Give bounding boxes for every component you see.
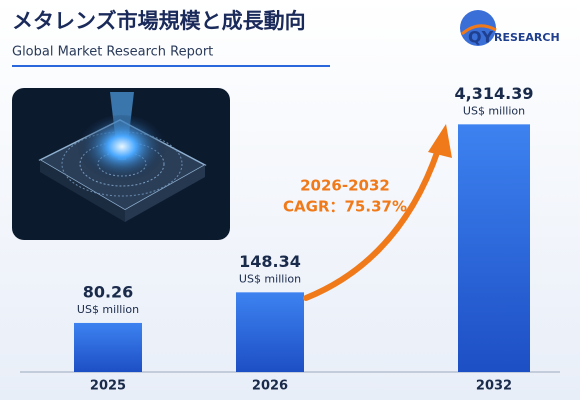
lens-ring bbox=[79, 141, 165, 187]
x-tick-label: 2025 bbox=[90, 379, 126, 394]
lens-edge bbox=[40, 160, 125, 222]
bar bbox=[74, 322, 142, 372]
chart-title: メタレンズ市場規模と成長動向 bbox=[12, 9, 306, 33]
logo-suffix: RESEARCH bbox=[494, 31, 560, 44]
unit-label: US$ million bbox=[463, 104, 525, 117]
annotation-period: 2026-2032 bbox=[300, 177, 390, 195]
logo: QY RESEARCH bbox=[460, 10, 560, 47]
product-image bbox=[12, 88, 230, 240]
value-label: 4,314.39 bbox=[455, 84, 534, 103]
bar bbox=[458, 124, 530, 372]
logo-globe bbox=[460, 10, 496, 46]
logo-swoosh bbox=[461, 24, 497, 36]
x-tick-label: 2026 bbox=[252, 379, 288, 394]
growth-arrow bbox=[303, 147, 441, 301]
x-tick-label: 2032 bbox=[476, 379, 512, 394]
bar bbox=[236, 292, 304, 372]
value-label: 80.26 bbox=[83, 282, 134, 301]
unit-label: US$ million bbox=[239, 272, 301, 285]
value-label: 148.34 bbox=[239, 252, 301, 271]
chart-subtitle: Global Market Research Report bbox=[12, 45, 213, 60]
logo-prefix: QY bbox=[468, 28, 494, 47]
arrow-head bbox=[428, 124, 452, 158]
unit-label: US$ million bbox=[77, 303, 139, 316]
light-glow bbox=[77, 115, 167, 185]
lens-edge bbox=[125, 165, 205, 222]
annotation-cagr: CAGR：75.37% bbox=[283, 198, 407, 216]
